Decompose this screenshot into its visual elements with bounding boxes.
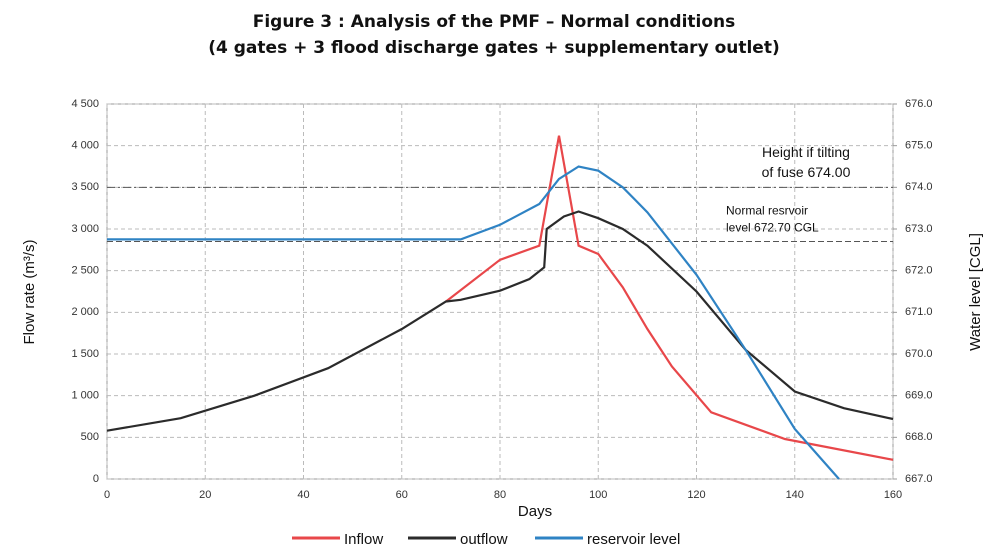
annotation: of fuse 674.00: [762, 164, 851, 180]
y2-tick-label: 674.0: [905, 181, 933, 193]
x-axis-label: Days: [518, 503, 552, 520]
legend-label: outflow: [460, 531, 508, 548]
x-tick-label: 120: [687, 489, 705, 501]
y-tick-label: 1 500: [71, 348, 99, 360]
y2-tick-label: 671.0: [905, 306, 933, 318]
y-tick-label: 500: [81, 431, 99, 443]
x-tick-label: 60: [396, 489, 408, 501]
series-line: [106, 210, 894, 432]
series-line: [107, 165, 840, 480]
y2-tick-label: 676.0: [905, 98, 933, 110]
x-tick-label: 140: [786, 489, 804, 501]
y2-tick-label: 675.0: [905, 140, 933, 152]
series-line: [445, 135, 894, 461]
y-tick-label: 4 500: [71, 98, 99, 110]
x-tick-label: 20: [199, 489, 211, 501]
y-tick-label: 2 000: [71, 306, 99, 318]
y2-tick-label: 669.0: [905, 390, 933, 402]
x-tick-label: 100: [589, 489, 607, 501]
chart-subtitle: (4 gates + 3 flood discharge gates + sup…: [208, 38, 779, 58]
annotation: Normal resrvoir: [726, 204, 808, 218]
y2-tick-label: 672.0: [905, 265, 933, 277]
y-tick-label: 4 000: [71, 140, 99, 152]
y-tick-label: 0: [93, 473, 99, 485]
y2-tick-label: 668.0: [905, 431, 933, 443]
legend-label: reservoir level: [587, 531, 680, 548]
y2-tick-label: 673.0: [905, 223, 933, 235]
legend-label: Inflow: [344, 531, 383, 548]
chart-title: Figure 3 : Analysis of the PMF – Normal …: [253, 12, 736, 32]
x-tick-label: 160: [884, 489, 902, 501]
annotation: level 672.70 CGL: [726, 221, 819, 235]
annotation: Height if tilting: [762, 144, 850, 160]
x-tick-label: 80: [494, 489, 506, 501]
y2-axis-label: Water level [CGL]: [967, 233, 984, 351]
y-tick-label: 3 000: [71, 223, 99, 235]
y-tick-label: 3 500: [71, 181, 99, 193]
y-tick-label: 2 500: [71, 265, 99, 277]
x-tick-label: 0: [104, 489, 110, 501]
y-axis-label: Flow rate (m³/s): [21, 239, 38, 344]
x-tick-label: 40: [297, 489, 309, 501]
y-tick-label: 1 000: [71, 390, 99, 402]
y2-tick-label: 667.0: [905, 473, 933, 485]
y2-tick-label: 670.0: [905, 348, 933, 360]
